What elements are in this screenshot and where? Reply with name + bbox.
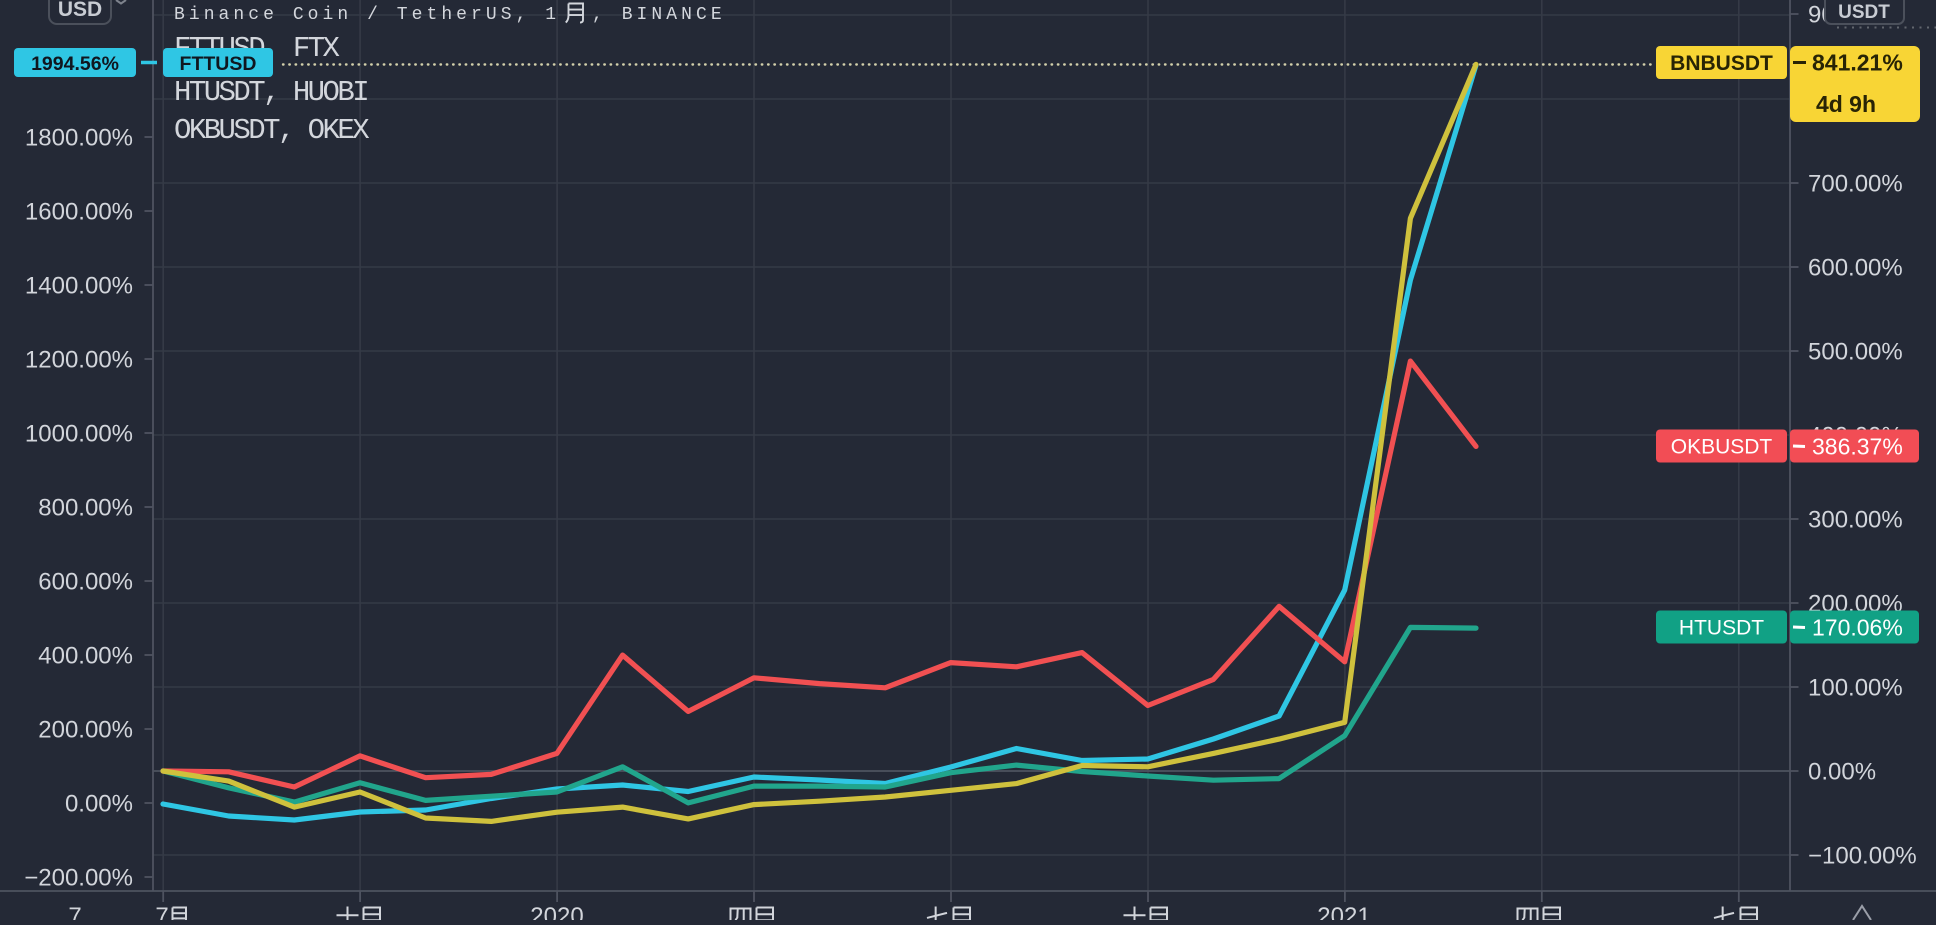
svg-text:1200.00%: 1200.00% <box>25 347 133 374</box>
svg-text:300.00%: 300.00% <box>1808 507 1903 534</box>
svg-text:Binance Coin / TetherUS, 1: Binance Coin / TetherUS, 1 <box>174 5 560 25</box>
svg-text:500.00%: 500.00% <box>1808 339 1903 366</box>
svg-text:HTUSDT: HTUSDT <box>1679 617 1764 640</box>
svg-text:200.00%: 200.00% <box>38 717 133 744</box>
svg-text:7: 7 <box>68 903 81 920</box>
svg-text:, BINANCE: , BINANCE <box>592 5 726 25</box>
svg-text:BNBUSDT: BNBUSDT <box>1670 52 1773 75</box>
svg-text:2021: 2021 <box>1317 903 1370 920</box>
svg-text:OKBUSDT: OKBUSDT <box>1671 436 1773 459</box>
svg-text:100.00%: 100.00% <box>1808 675 1903 702</box>
svg-text:386.37%: 386.37% <box>1812 434 1903 460</box>
svg-text:FTTUSD: FTTUSD <box>180 53 257 75</box>
svg-text:1800.00%: 1800.00% <box>25 125 133 152</box>
svg-text:170.06%: 170.06% <box>1812 615 1903 641</box>
svg-text:0.00%: 0.00% <box>1808 759 1876 786</box>
svg-text:1000.00%: 1000.00% <box>25 421 133 448</box>
svg-text:400.00%: 400.00% <box>38 643 133 670</box>
svg-text:2020: 2020 <box>530 903 583 920</box>
svg-text:600.00%: 600.00% <box>1808 255 1903 282</box>
svg-text:700.00%: 700.00% <box>1808 171 1903 198</box>
svg-text:HTUSDT, HUOBI: HTUSDT, HUOBI <box>174 76 367 109</box>
svg-text:−200.00%: −200.00% <box>24 865 133 892</box>
svg-text:800.00%: 800.00% <box>38 495 133 522</box>
svg-text:600.00%: 600.00% <box>38 569 133 596</box>
svg-text:1400.00%: 1400.00% <box>25 273 133 300</box>
svg-text:1600.00%: 1600.00% <box>25 199 133 226</box>
svg-text:1994.56%: 1994.56% <box>31 53 119 75</box>
svg-text:4d 9h: 4d 9h <box>1816 91 1876 117</box>
svg-text:OKBUSDT, OKEX: OKBUSDT, OKEX <box>174 114 369 147</box>
svg-text:−100.00%: −100.00% <box>1808 843 1917 870</box>
svg-text:USDT: USDT <box>1838 2 1890 23</box>
svg-text:7: 7 <box>155 903 168 920</box>
svg-text:0.00%: 0.00% <box>65 791 133 818</box>
svg-text:841.21%: 841.21% <box>1812 50 1903 76</box>
svg-text:USD: USD <box>58 0 102 21</box>
